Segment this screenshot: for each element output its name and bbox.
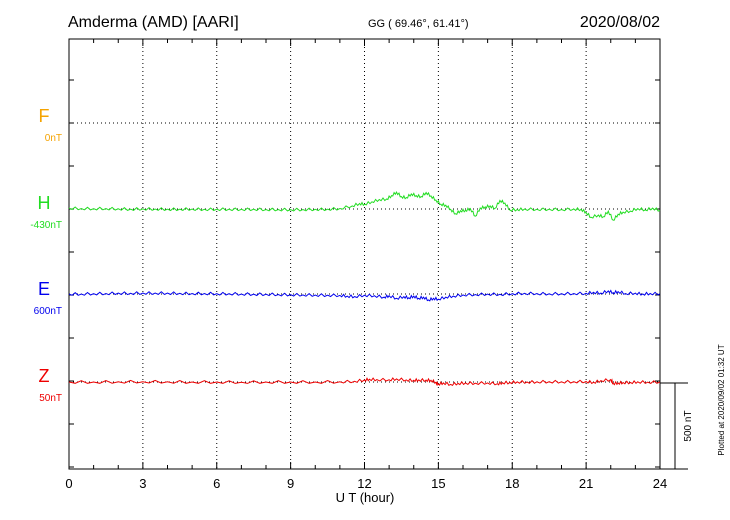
x-tick-label: 0 [65, 476, 72, 491]
series-labels: F 0nT H -430nT E 600nT Z 50nT [30, 106, 62, 404]
geographic-coordinates: GG ( 69.46°, 61.41°) [368, 18, 469, 30]
scale-bar-label: 500 nT [683, 410, 694, 441]
series-name-e: E [38, 279, 50, 299]
x-tick-label: 24 [653, 476, 667, 491]
series-lines [68, 191, 661, 387]
plot-frame [68, 38, 661, 470]
x-tick-label: 3 [139, 476, 146, 491]
x-tick-labels: 0 3 6 9 12 15 18 21 24 [65, 476, 667, 491]
series-offset-z: 50nT [39, 393, 62, 404]
plotted-timestamp: Plotted at 2020/09/02 01:32 UT [717, 344, 726, 455]
series-offset-h: -430nT [30, 220, 62, 231]
x-tick-label: 6 [213, 476, 220, 491]
x-tick-label: 12 [357, 476, 371, 491]
series-offset-e: 600nT [34, 306, 62, 317]
chart-date: 2020/08/02 [580, 14, 660, 31]
station-title: Amderma (AMD) [AARI] [68, 14, 239, 31]
x-tick-label: 21 [579, 476, 593, 491]
series-offset-f: 0nT [45, 133, 62, 144]
x-tick-label: 15 [431, 476, 445, 491]
series-line-h [68, 191, 661, 221]
series-line-z [68, 377, 661, 387]
grid [69, 39, 660, 469]
series-name-h: H [38, 193, 51, 213]
series-name-z: Z [39, 366, 50, 386]
x-tick-label: 9 [287, 476, 294, 491]
scale-bar: 500 nT [660, 382, 694, 470]
series-name-f: F [39, 106, 50, 126]
x-tick-label: 18 [505, 476, 519, 491]
x-axis-label: U T (hour) [336, 490, 395, 505]
series-line-e [68, 289, 661, 302]
